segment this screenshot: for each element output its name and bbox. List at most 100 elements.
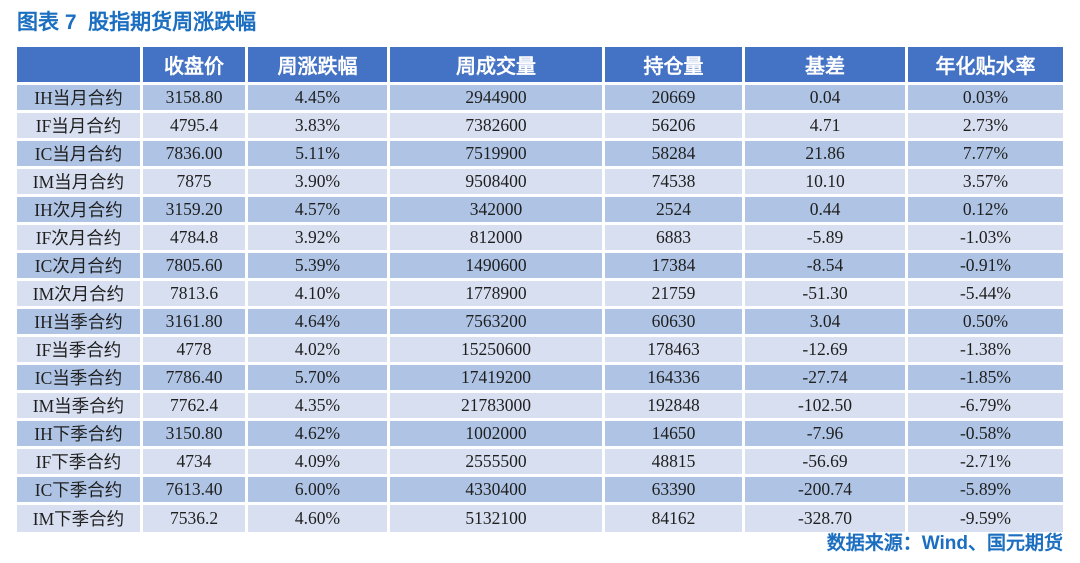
value-cell: -1.03%	[908, 225, 1063, 253]
value-cell: 7805.60	[143, 253, 248, 281]
value-cell: 1002000	[390, 421, 605, 449]
table-row: IM当季合约 7762.4 4.35% 21783000 192848 -102.50 -6…	[17, 393, 1063, 421]
value-cell: 3.90%	[248, 169, 390, 197]
value-cell: 10.10	[745, 169, 908, 197]
table-row: IC下季合约 7613.40 6.00% 4330400 63390 -200.74 -5.…	[17, 477, 1063, 505]
header-row: 收盘价 周涨跌幅 周成交量 持仓量 基差 年化贴水率	[17, 47, 1063, 85]
table-row: IH次月合约 3159.20 4.57% 342000 2524 0.44 0.12%	[17, 197, 1063, 225]
table-row: IM次月合约 7813.6 4.10% 1778900 21759 -51.30 -5.44…	[17, 281, 1063, 309]
value-cell: -5.89	[745, 225, 908, 253]
value-cell: 4795.4	[143, 113, 248, 141]
value-cell: 74538	[605, 169, 745, 197]
value-cell: 2.73%	[908, 113, 1063, 141]
value-cell: 63390	[605, 477, 745, 505]
value-cell: 0.03%	[908, 85, 1063, 113]
contract-label: IF当月合约	[17, 113, 143, 141]
value-cell: 5132100	[390, 505, 605, 532]
table-header: 收盘价 周涨跌幅 周成交量 持仓量 基差 年化贴水率	[17, 47, 1063, 85]
value-cell: 3.92%	[248, 225, 390, 253]
value-cell: 1490600	[390, 253, 605, 281]
value-cell: 4.57%	[248, 197, 390, 225]
value-cell: 4.71	[745, 113, 908, 141]
value-cell: 7786.40	[143, 365, 248, 393]
column-header: 周成交量	[390, 47, 605, 85]
value-cell: 7563200	[390, 309, 605, 337]
value-cell: 17419200	[390, 365, 605, 393]
value-cell: -5.44%	[908, 281, 1063, 309]
contract-label: IF当季合约	[17, 337, 143, 365]
value-cell: 4784.8	[143, 225, 248, 253]
value-cell: 84162	[605, 505, 745, 532]
value-cell: -9.59%	[908, 505, 1063, 532]
value-cell: 7536.2	[143, 505, 248, 532]
value-cell: 4.62%	[248, 421, 390, 449]
value-cell: 9508400	[390, 169, 605, 197]
value-cell: 178463	[605, 337, 745, 365]
value-cell: 17384	[605, 253, 745, 281]
header-cell-contract	[17, 47, 143, 85]
value-cell: 7613.40	[143, 477, 248, 505]
value-cell: 3.83%	[248, 113, 390, 141]
value-cell: 4778	[143, 337, 248, 365]
table-row: IF当季合约 4778 4.02% 15250600 178463 -12.69 -1.38…	[17, 337, 1063, 365]
table-row: IC当季合约 7786.40 5.70% 17419200 164336 -27.74 -1…	[17, 365, 1063, 393]
value-cell: 21759	[605, 281, 745, 309]
contract-label: IC次月合约	[17, 253, 143, 281]
table-row: IH下季合约 3150.80 4.62% 1002000 14650 -7.96 -0.58…	[17, 421, 1063, 449]
value-cell: 5.39%	[248, 253, 390, 281]
table-row: IH当季合约 3161.80 4.64% 7563200 60630 3.04 0.50%	[17, 309, 1063, 337]
contract-label: IH下季合约	[17, 421, 143, 449]
value-cell: 7382600	[390, 113, 605, 141]
column-header: 收盘价	[143, 47, 248, 85]
value-cell: 2944900	[390, 85, 605, 113]
value-cell: 60630	[605, 309, 745, 337]
table-row: IF当月合约 4795.4 3.83% 7382600 56206 4.71 2.73%	[17, 113, 1063, 141]
value-cell: 4.35%	[248, 393, 390, 421]
value-cell: 0.12%	[908, 197, 1063, 225]
value-cell: 20669	[605, 85, 745, 113]
value-cell: -7.96	[745, 421, 908, 449]
value-cell: -8.54	[745, 253, 908, 281]
value-cell: 0.04	[745, 85, 908, 113]
value-cell: -27.74	[745, 365, 908, 393]
contract-label: IH当季合约	[17, 309, 143, 337]
value-cell: 0.50%	[908, 309, 1063, 337]
value-cell: 14650	[605, 421, 745, 449]
futures-table: 收盘价 周涨跌幅 周成交量 持仓量 基差 年化贴水率 IH当月合约 3158.80 4.45%…	[17, 47, 1063, 532]
value-cell: 7836.00	[143, 141, 248, 169]
contract-label: IC下季合约	[17, 477, 143, 505]
value-cell: 7813.6	[143, 281, 248, 309]
value-cell: 192848	[605, 393, 745, 421]
contract-label: IM当季合约	[17, 393, 143, 421]
value-cell: -51.30	[745, 281, 908, 309]
contract-label: IC当季合约	[17, 365, 143, 393]
value-cell: 5.70%	[248, 365, 390, 393]
table-row: IC当月合约 7836.00 5.11% 7519900 58284 21.86 7.77%	[17, 141, 1063, 169]
value-cell: -200.74	[745, 477, 908, 505]
value-cell: -2.71%	[908, 449, 1063, 477]
table-row: IH当月合约 3158.80 4.45% 2944900 20669 0.04 0.03%	[17, 85, 1063, 113]
value-cell: 2555500	[390, 449, 605, 477]
value-cell: 4.60%	[248, 505, 390, 532]
value-cell: 7519900	[390, 141, 605, 169]
contract-label: IM下季合约	[17, 505, 143, 532]
value-cell: 342000	[390, 197, 605, 225]
table-row: IF下季合约 4734 4.09% 2555500 48815 -56.69 -2.71%	[17, 449, 1063, 477]
value-cell: 5.11%	[248, 141, 390, 169]
column-header: 基差	[745, 47, 908, 85]
value-cell: 6883	[605, 225, 745, 253]
value-cell: 7.77%	[908, 141, 1063, 169]
value-cell: 58284	[605, 141, 745, 169]
value-cell: -1.85%	[908, 365, 1063, 393]
value-cell: -0.91%	[908, 253, 1063, 281]
table-row: IC次月合约 7805.60 5.39% 1490600 17384 -8.54 -0.91…	[17, 253, 1063, 281]
value-cell: 1778900	[390, 281, 605, 309]
value-cell: -12.69	[745, 337, 908, 365]
contract-label: IF下季合约	[17, 449, 143, 477]
value-cell: 21.86	[745, 141, 908, 169]
value-cell: 4.10%	[248, 281, 390, 309]
value-cell: 3159.20	[143, 197, 248, 225]
figure-title: 图表 7 股指期货周涨跌幅	[17, 11, 257, 34]
table-body: IH当月合约 3158.80 4.45% 2944900 20669 0.04 0.03% I…	[17, 85, 1063, 532]
value-cell: 0.44	[745, 197, 908, 225]
